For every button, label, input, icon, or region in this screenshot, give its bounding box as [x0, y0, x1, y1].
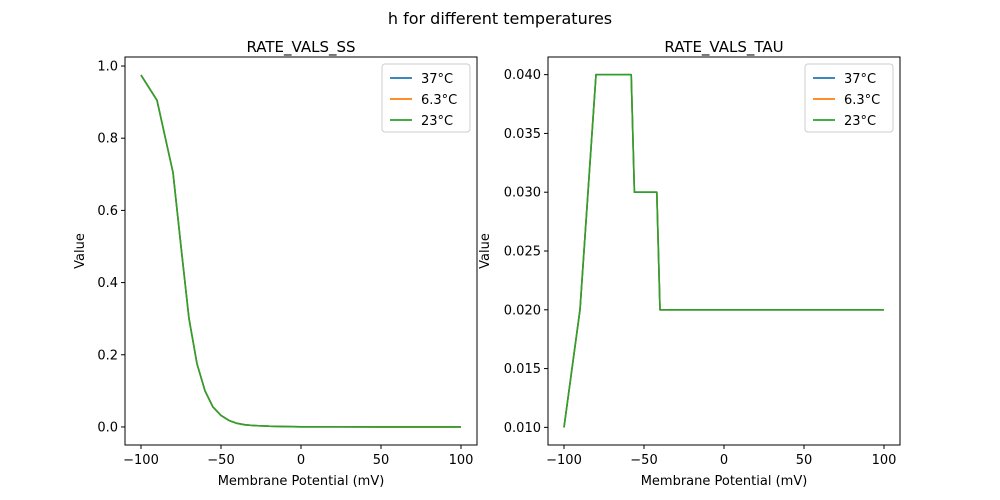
x-tick-label: −50 [630, 453, 657, 468]
y-tick-label: 0.6 [97, 204, 118, 219]
y-tick-label: 0.4 [97, 276, 118, 291]
y-tick-label: 0.2 [97, 348, 118, 363]
legend-label: 6.3°C [421, 93, 457, 108]
x-tick-label: 100 [872, 453, 897, 468]
legend: 37°C 6.3°C 23°C [804, 63, 894, 133]
y-axis-label: Value [478, 233, 493, 269]
x-tick-label: 0 [297, 453, 305, 468]
x-axis-label: Membrane Potential (mV) [641, 474, 808, 489]
figure-suptitle: h for different temperatures [388, 9, 612, 28]
y-tick-label: 1.0 [97, 60, 118, 75]
legend-label: 37°C [421, 72, 453, 87]
y-tick-label: 0.015 [504, 362, 541, 377]
legend-box [804, 63, 894, 133]
chart-title: RATE_VALS_SS [246, 38, 355, 57]
x-tick-label: 0 [720, 453, 728, 468]
y-tick-label: 0.035 [504, 127, 541, 142]
y-tick-label: 0.030 [504, 186, 541, 201]
series-line-3 [563, 73, 884, 428]
x-tick-label: 100 [449, 453, 474, 468]
x-tick-label: −50 [207, 453, 234, 468]
legend-label: 37°C [844, 72, 876, 87]
y-tick-label: 0.0 [97, 420, 118, 435]
chart-2: RATE_VALS_TAU −100 −50 0 50 100 0.010 0.015 0.02… [478, 38, 901, 489]
y-tick-label: 0.010 [504, 421, 541, 436]
series-line-3 [140, 74, 461, 428]
x-tick-label: −100 [546, 453, 582, 468]
legend-label: 23°C [844, 114, 876, 129]
x-axis-label: Membrane Potential (mV) [218, 474, 385, 489]
y-tick-label: 0.8 [97, 132, 118, 147]
chart-1: RATE_VALS_SS −100 −50 0 50 100 0.0 0.2 0.4 0.6 0.8… [73, 38, 478, 489]
chart-title: RATE_VALS_TAU [664, 38, 783, 57]
y-tick-label: 0.020 [504, 303, 541, 318]
legend-label: 23°C [421, 114, 453, 129]
x-tick-label: 50 [373, 453, 390, 468]
y-axis-label: Value [73, 233, 88, 269]
y-tick-label: 0.040 [504, 68, 541, 83]
legend-label: 6.3°C [844, 93, 880, 108]
legend: 37°C 6.3°C 23°C [381, 63, 471, 133]
x-tick-label: 50 [796, 453, 813, 468]
y-tick-label: 0.025 [504, 245, 541, 260]
x-tick-label: −100 [123, 453, 159, 468]
legend-box [381, 63, 471, 133]
